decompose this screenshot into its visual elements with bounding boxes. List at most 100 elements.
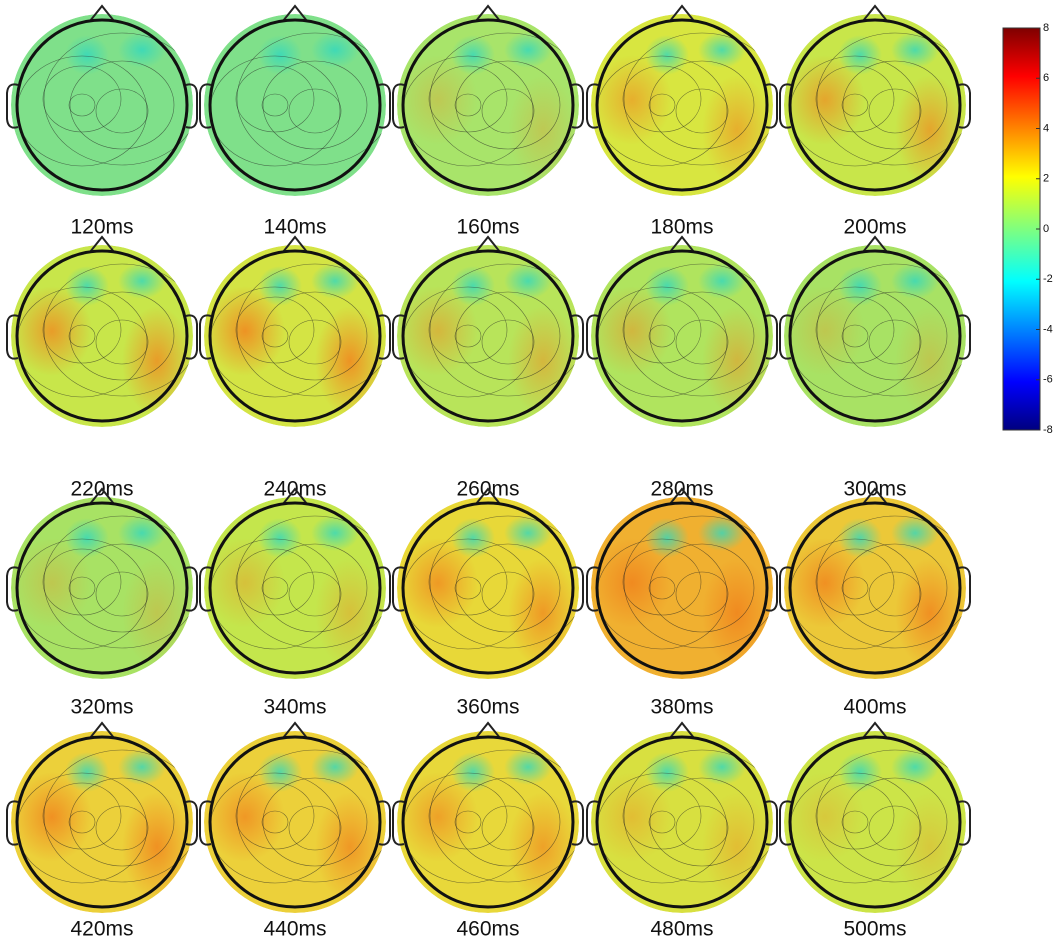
contour [235, 65, 315, 133]
map-blob [205, 55, 285, 145]
left-ear [586, 566, 599, 612]
left-ear [392, 566, 405, 612]
topomap [586, 721, 778, 913]
contour [95, 319, 149, 365]
contour [481, 319, 535, 365]
contour [675, 319, 729, 365]
right-ear [378, 83, 391, 129]
map-blob [258, 35, 302, 75]
contour [623, 749, 773, 883]
contour [454, 324, 482, 348]
map-blob [451, 266, 495, 306]
contour [428, 548, 508, 616]
map-blob [398, 538, 478, 628]
colorbar-tick-label: 4 [1043, 122, 1049, 134]
nose [89, 235, 115, 253]
topomap [199, 235, 391, 427]
panel-label: 200ms [843, 216, 906, 239]
contour [43, 32, 193, 166]
contour [815, 296, 895, 364]
contour [816, 263, 966, 397]
topomap [392, 721, 584, 913]
right-ear [185, 800, 198, 846]
colorbar-tick-label: -8 [1043, 424, 1053, 436]
map-blob [258, 752, 302, 792]
map-blob [508, 792, 578, 902]
contour [262, 777, 368, 867]
map-blob [698, 515, 746, 551]
map-blob [895, 306, 965, 416]
head-outline [401, 501, 575, 675]
head-outline [401, 18, 575, 192]
panel-label: 400ms [843, 696, 906, 719]
contour [68, 324, 96, 348]
contour [68, 810, 96, 834]
nose [89, 4, 115, 22]
nose [282, 4, 308, 22]
map-blob [122, 75, 192, 185]
right-ear [765, 800, 778, 846]
head-outline [15, 735, 189, 909]
contour [261, 93, 289, 117]
topomap [199, 487, 391, 679]
left-ear [6, 800, 19, 846]
panel-label: 180ms [650, 216, 713, 239]
head-outline [788, 18, 962, 192]
contour [454, 93, 482, 117]
contour [649, 291, 755, 381]
map-blob [311, 749, 359, 785]
contour [262, 543, 368, 633]
nose [475, 235, 501, 253]
nose [669, 487, 695, 505]
contour [675, 805, 729, 851]
left-ear [779, 83, 792, 129]
map-blob [12, 772, 92, 862]
map-blob [118, 515, 166, 551]
left-ear [199, 83, 212, 129]
right-ear [185, 566, 198, 612]
colorbar-tick-label: -2 [1043, 273, 1053, 285]
contour [262, 60, 368, 150]
contour [648, 93, 676, 117]
map-blob [895, 792, 965, 902]
map-blob [451, 518, 495, 558]
map-blob [785, 772, 865, 862]
right-ear [765, 566, 778, 612]
contour [841, 576, 869, 600]
right-ear [571, 314, 584, 360]
contour [675, 88, 729, 134]
head-outline [788, 249, 962, 423]
head-outline [208, 18, 382, 192]
left-ear [6, 314, 19, 360]
nose [282, 487, 308, 505]
head-outline [788, 501, 962, 675]
contour [454, 810, 482, 834]
left-ear [199, 800, 212, 846]
contour [623, 515, 773, 649]
map-blob [118, 32, 166, 68]
contour [236, 749, 386, 883]
panel-label: 120ms [70, 216, 133, 239]
map-blob [891, 263, 939, 299]
contour [868, 571, 922, 617]
map-blob [891, 32, 939, 68]
head-outline [595, 501, 769, 675]
nose [282, 235, 308, 253]
map-blob [592, 538, 672, 628]
contour [69, 291, 175, 381]
map-blob [258, 266, 302, 306]
map-blob [315, 306, 385, 416]
map-blob [118, 263, 166, 299]
map-blob [205, 538, 285, 628]
topomap [6, 235, 198, 427]
nose [475, 4, 501, 22]
contour [69, 60, 175, 150]
map-blob [838, 752, 882, 792]
map-blob [645, 518, 689, 558]
map-blob [205, 286, 285, 376]
contour [648, 324, 676, 348]
right-ear [571, 800, 584, 846]
topomap [199, 721, 391, 913]
map-blob [645, 752, 689, 792]
contour [815, 548, 895, 616]
